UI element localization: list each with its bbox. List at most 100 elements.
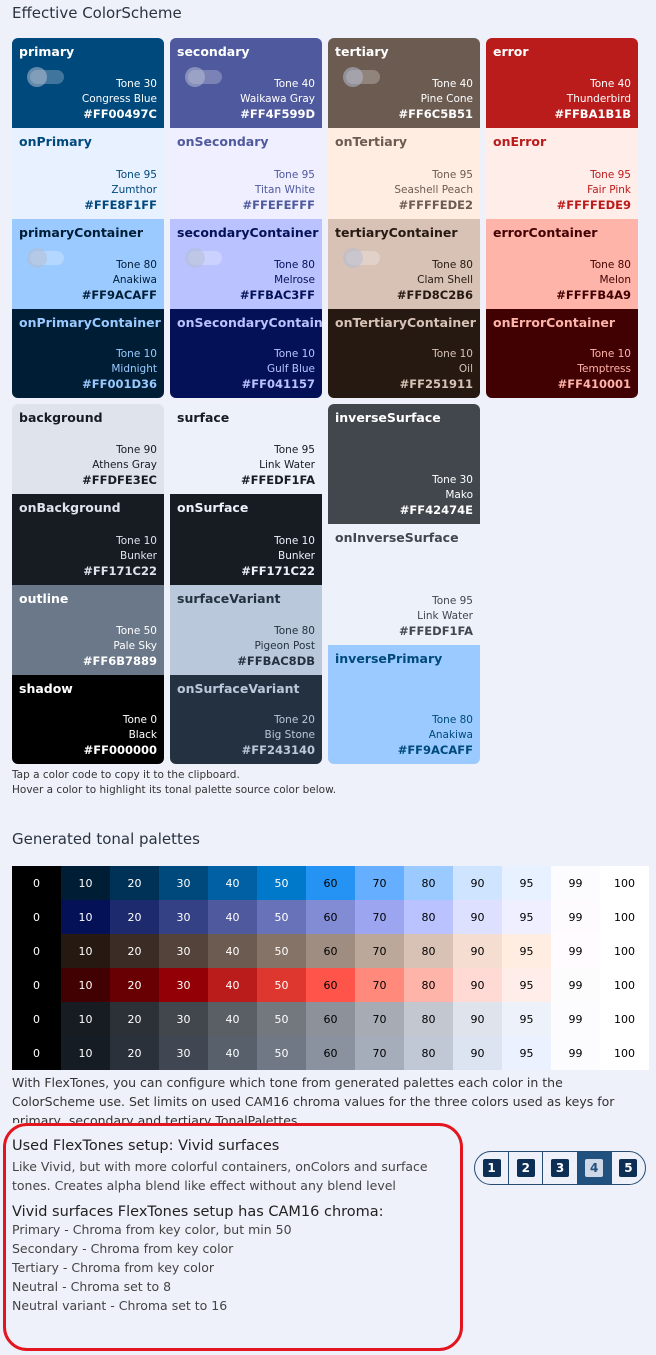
palette-cell[interactable]: 95 bbox=[502, 934, 551, 968]
color-hex-code[interactable]: #FFE8F1FF bbox=[84, 198, 157, 212]
palette-cell[interactable]: 100 bbox=[600, 866, 649, 900]
color-hex-code[interactable]: #FF00497C bbox=[83, 107, 157, 121]
palette-cell[interactable]: 0 bbox=[12, 934, 61, 968]
palette-cell[interactable]: 40 bbox=[208, 900, 257, 934]
palette-cell[interactable]: 90 bbox=[453, 866, 502, 900]
color-hex-code[interactable]: #FF001D36 bbox=[82, 377, 157, 391]
palette-cell[interactable]: 10 bbox=[61, 900, 110, 934]
palette-cell[interactable]: 80 bbox=[404, 934, 453, 968]
color-tile-onSurface[interactable]: onSurface Tone 10 Bunker #FF171C22 bbox=[170, 494, 322, 585]
palette-cell[interactable]: 40 bbox=[208, 934, 257, 968]
palette-cell[interactable]: 20 bbox=[110, 866, 159, 900]
color-tile-surfaceVariant[interactable]: surfaceVariant Tone 80 Pigeon Post #FFBAC8D… bbox=[170, 585, 322, 675]
color-tile-errorContainer[interactable]: errorContainer Tone 80 Melon #FFFFB4A9 bbox=[486, 219, 638, 309]
palette-cell[interactable]: 60 bbox=[306, 968, 355, 1002]
palette-cell[interactable]: 99 bbox=[551, 866, 600, 900]
palette-cell[interactable]: 0 bbox=[12, 1036, 61, 1070]
color-tile-onPrimaryContainer[interactable]: onPrimaryContainer Tone 10 Midnight #FF001D… bbox=[12, 309, 164, 398]
color-hex-code[interactable]: #FFEFEFFF bbox=[242, 198, 315, 212]
palette-cell[interactable]: 30 bbox=[159, 1036, 208, 1070]
palette-cell[interactable]: 30 bbox=[159, 968, 208, 1002]
palette-cell[interactable]: 10 bbox=[61, 866, 110, 900]
palette-cell[interactable]: 30 bbox=[159, 866, 208, 900]
palette-cell[interactable]: 99 bbox=[551, 1036, 600, 1070]
palette-cell[interactable]: 30 bbox=[159, 1002, 208, 1036]
color-hex-code[interactable]: #FFEDF1FA bbox=[240, 473, 315, 487]
color-hex-code[interactable]: #FF000000 bbox=[83, 743, 157, 757]
palette-cell[interactable]: 100 bbox=[600, 1036, 649, 1070]
palette-cell[interactable]: 70 bbox=[355, 866, 404, 900]
palette-cell[interactable]: 50 bbox=[257, 866, 306, 900]
palette-cell[interactable]: 40 bbox=[208, 1002, 257, 1036]
palette-cell[interactable]: 100 bbox=[600, 1002, 649, 1036]
color-tile-onPrimary[interactable]: onPrimary Tone 95 Zumthor #FFE8F1FF bbox=[12, 128, 164, 219]
color-tile-inverseSurface[interactable]: inverseSurface Tone 30 Mako #FF42474E bbox=[328, 404, 480, 524]
palette-cell[interactable]: 0 bbox=[12, 900, 61, 934]
palette-cell[interactable]: 80 bbox=[404, 1036, 453, 1070]
lock-color-toggle[interactable] bbox=[343, 67, 380, 87]
palette-cell[interactable]: 90 bbox=[453, 1036, 502, 1070]
palette-cell[interactable]: 20 bbox=[110, 900, 159, 934]
palette-cell[interactable]: 95 bbox=[502, 1036, 551, 1070]
palette-cell[interactable]: 30 bbox=[159, 934, 208, 968]
palette-cell[interactable]: 80 bbox=[404, 1002, 453, 1036]
palette-cell[interactable]: 50 bbox=[257, 1002, 306, 1036]
palette-cell[interactable]: 40 bbox=[208, 866, 257, 900]
palette-cell[interactable]: 80 bbox=[404, 968, 453, 1002]
color-tile-onTertiary[interactable]: onTertiary Tone 95 Seashell Peach #FFFFEDE2 bbox=[328, 128, 480, 219]
color-tile-inversePrimary[interactable]: inversePrimary Tone 80 Anakiwa #FF9ACAFF bbox=[328, 645, 480, 764]
palette-cell[interactable]: 10 bbox=[61, 968, 110, 1002]
palette-cell[interactable]: 99 bbox=[551, 1002, 600, 1036]
palette-cell[interactable]: 99 bbox=[551, 968, 600, 1002]
palette-cell[interactable]: 70 bbox=[355, 900, 404, 934]
color-hex-code[interactable]: #FF4F599D bbox=[240, 107, 315, 121]
palette-cell[interactable]: 95 bbox=[502, 900, 551, 934]
palette-cell[interactable]: 90 bbox=[453, 900, 502, 934]
palette-cell[interactable]: 100 bbox=[600, 900, 649, 934]
palette-cell[interactable]: 40 bbox=[208, 1036, 257, 1070]
palette-cell[interactable]: 20 bbox=[110, 968, 159, 1002]
palette-cell[interactable]: 99 bbox=[551, 934, 600, 968]
lock-color-toggle[interactable] bbox=[343, 248, 380, 268]
palette-cell[interactable]: 70 bbox=[355, 934, 404, 968]
color-tile-onErrorContainer[interactable]: onErrorContainer Tone 10 Temptress #FF41000… bbox=[486, 309, 638, 398]
palette-cell[interactable]: 90 bbox=[453, 934, 502, 968]
color-hex-code[interactable]: #FFD8C2B6 bbox=[396, 288, 473, 302]
palette-cell[interactable]: 60 bbox=[306, 1002, 355, 1036]
lock-color-toggle[interactable] bbox=[185, 248, 222, 268]
color-tile-tertiary[interactable]: tertiary Tone 40 Pine Cone #FF6C5B51 bbox=[328, 38, 480, 128]
palette-cell[interactable]: 60 bbox=[306, 866, 355, 900]
palette-cell[interactable]: 70 bbox=[355, 968, 404, 1002]
color-hex-code[interactable]: #FF6B7889 bbox=[82, 654, 157, 668]
color-hex-code[interactable]: #FFEDF1FA bbox=[398, 624, 473, 638]
color-hex-code[interactable]: #FFFFEDE2 bbox=[398, 198, 473, 212]
palette-cell[interactable]: 70 bbox=[355, 1036, 404, 1070]
color-hex-code[interactable]: #FF9ACAFF bbox=[397, 743, 473, 757]
color-hex-code[interactable]: #FFBA1B1B bbox=[554, 107, 631, 121]
color-tile-shadow[interactable]: shadow Tone 0 Black #FF000000 bbox=[12, 675, 164, 764]
flextones-option-1[interactable]: 1 bbox=[475, 1152, 510, 1184]
color-tile-onTertiaryContainer[interactable]: onTertiaryContainer Tone 10 Oil #FF251911 bbox=[328, 309, 480, 398]
palette-cell[interactable]: 10 bbox=[61, 1036, 110, 1070]
color-hex-code[interactable]: #FF251911 bbox=[399, 377, 473, 391]
palette-cell[interactable]: 90 bbox=[453, 968, 502, 1002]
color-hex-code[interactable]: #FF9ACAFF bbox=[81, 288, 157, 302]
palette-cell[interactable]: 0 bbox=[12, 1002, 61, 1036]
palette-cell[interactable]: 0 bbox=[12, 968, 61, 1002]
color-hex-code[interactable]: #FF6C5B51 bbox=[398, 107, 473, 121]
color-hex-code[interactable]: #FFFFEDE9 bbox=[556, 198, 631, 212]
palette-cell[interactable]: 50 bbox=[257, 1036, 306, 1070]
color-hex-code[interactable]: #FF42474E bbox=[399, 503, 473, 517]
palette-cell[interactable]: 20 bbox=[110, 934, 159, 968]
palette-cell[interactable]: 30 bbox=[159, 900, 208, 934]
flextones-option-5[interactable]: 5 bbox=[612, 1152, 645, 1184]
flextones-option-4[interactable]: 4 bbox=[577, 1152, 612, 1184]
color-hex-code[interactable]: #FFBAC3FF bbox=[239, 288, 315, 302]
color-tile-secondaryContainer[interactable]: secondaryContainer Tone 80 Melrose #FFBAC3F… bbox=[170, 219, 322, 309]
palette-cell[interactable]: 95 bbox=[502, 1002, 551, 1036]
color-tile-onInverseSurface[interactable]: onInverseSurface Tone 95 Link Water #FFEDF1… bbox=[328, 524, 480, 645]
color-tile-primary[interactable]: primary Tone 30 Congress Blue #FF00497C bbox=[12, 38, 164, 128]
color-tile-background[interactable]: background Tone 90 Athens Gray #FFDFE3EC bbox=[12, 404, 164, 494]
color-tile-onError[interactable]: onError Tone 95 Fair Pink #FFFFEDE9 bbox=[486, 128, 638, 219]
color-tile-primaryContainer[interactable]: primaryContainer Tone 80 Anakiwa #FF9ACAFF bbox=[12, 219, 164, 309]
